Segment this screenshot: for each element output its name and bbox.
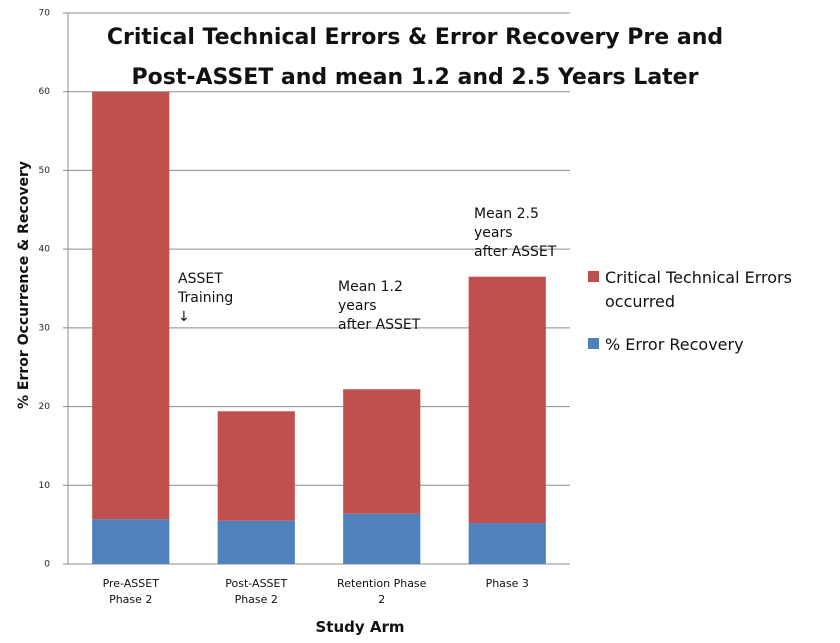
bar-segment (343, 513, 421, 564)
bar-segment (468, 523, 546, 564)
bar-segment (217, 520, 295, 564)
y-tick-label: 40 (39, 245, 51, 255)
annotation: Mean 2.5 years after ASSET (474, 206, 557, 260)
y-tick-label: 20 (39, 402, 51, 412)
bar-segment (343, 389, 421, 514)
bar-segment (92, 91, 170, 520)
y-tick-label: 10 (39, 481, 51, 491)
x-axis-label: Study Arm (315, 618, 405, 636)
bar-segment (92, 519, 170, 564)
y-tick-label: 50 (39, 166, 51, 176)
y-tick-label: 70 (39, 9, 51, 19)
annotation: Mean 1.2 years after ASSET (338, 279, 421, 333)
bar-segment (217, 411, 295, 521)
legend-swatch (588, 271, 599, 282)
x-tick-label: Pre-ASSET Phase 2 (102, 577, 159, 606)
x-tick-label: Post-ASSET Phase 2 (225, 577, 288, 606)
y-tick-label: 30 (39, 323, 51, 333)
y-tick-label: 60 (39, 87, 51, 97)
chart-title: Critical Technical Errors & Error Recove… (106, 25, 724, 90)
x-tick-label: Phase 3 (485, 577, 529, 590)
y-tick-label: 0 (44, 560, 50, 570)
bar-segment (468, 276, 546, 524)
legend-swatch (588, 338, 599, 349)
legend-label: Critical Technical Errors occurred (605, 268, 792, 311)
x-tick-label: Retention Phase 2 (337, 577, 427, 606)
y-axis-label: % Error Occurrence & Recovery (16, 161, 32, 410)
annotation: ASSET Training ↓ (178, 271, 234, 325)
legend-label: % Error Recovery (605, 335, 744, 354)
